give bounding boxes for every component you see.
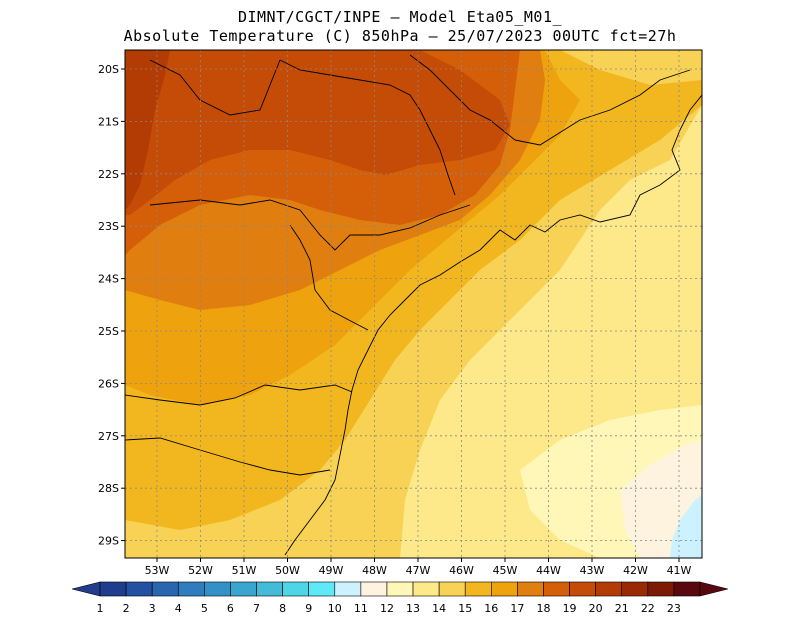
colorbar-label: 17 [510, 602, 524, 615]
colorbar-swatch [647, 581, 675, 597]
lon-tick-label: 45W [493, 564, 518, 577]
colorbar-swatch [99, 581, 127, 597]
graticule [125, 50, 702, 558]
lat-tick-label: 20S [98, 63, 119, 76]
band-20 [125, 50, 510, 215]
river-parana [279, 59, 456, 196]
colorbar-label: 11 [354, 602, 368, 615]
colorbar-swatch [621, 581, 649, 597]
colorbar-label: 22 [641, 602, 655, 615]
colorbar-swatch [151, 581, 179, 597]
colorbar-label: 6 [227, 602, 234, 615]
colorbar-label: 20 [589, 602, 603, 615]
title-line-2: Absolute Temperature (C) 850hPa — 25/07/… [123, 27, 677, 45]
colorbar-swatch [569, 581, 596, 597]
temperature-field [125, 50, 702, 558]
colorbar-label: 5 [201, 602, 208, 615]
colorbar-swatch [464, 581, 492, 597]
colorbar-swatch [125, 581, 153, 597]
band-10 [670, 495, 702, 558]
lat-tick-label: 22S [98, 168, 119, 181]
colorbar-swatch [438, 581, 466, 597]
lon-tick-label: 51W [232, 564, 257, 577]
lon-tick-label: 43W [580, 564, 605, 577]
lat-tick-label: 25S [98, 325, 119, 338]
colorbar-swatch [256, 581, 283, 597]
colorbar-swatch [673, 581, 701, 597]
colorbar-swatch [595, 581, 623, 597]
map-frame [124, 49, 703, 559]
lon-tick-label: 50W [275, 564, 300, 577]
border-pr-sc [125, 384, 353, 406]
longitude-labels: 53W 52W 51W 50W 49W 48W 47W 46W 45W 44W 43W 42W 41W [145, 558, 692, 577]
colorbar-label: 13 [406, 602, 420, 615]
colorbar: 1 2 3 4 5 6 7 8 9 10 11 12 13 14 15 16 17 18 19 20 21 22 23 [71, 581, 729, 615]
lon-tick-label: 53W [145, 564, 170, 577]
colorbar-label: 8 [279, 602, 286, 615]
border-go-mg [409, 54, 516, 141]
band-21 [125, 50, 170, 210]
lat-tick-label: 28S [98, 482, 119, 495]
lat-tick-label: 26S [98, 377, 119, 390]
colorbar-swatch [491, 581, 518, 597]
colorbar-swatch [204, 581, 231, 597]
lon-tick-label: 52W [188, 564, 213, 577]
colorbar-label: 9 [305, 602, 312, 615]
colorbar-label: 23 [667, 602, 681, 615]
colorbar-label: 19 [563, 602, 577, 615]
colorbar-label: 21 [615, 602, 629, 615]
colorbar-label: 7 [253, 602, 260, 615]
lon-tick-label: 47W [406, 564, 431, 577]
colorbar-swatch [308, 581, 336, 597]
colorbar-swatch [517, 581, 544, 597]
colorbar-swatch [386, 581, 414, 597]
colorbar-swatch [230, 581, 257, 597]
colorbar-swatch [334, 581, 362, 597]
colorbar-label: 18 [536, 602, 550, 615]
lat-tick-label: 29S [98, 535, 119, 548]
lon-tick-label: 46W [449, 564, 474, 577]
colorbar-label: 4 [175, 602, 182, 615]
colorbar-label: 2 [123, 602, 130, 615]
lon-tick-label: 48W [362, 564, 387, 577]
colorbar-swatch [177, 581, 205, 597]
colorbar-swatch [360, 581, 388, 597]
border-ms [149, 59, 281, 116]
colorbar-swatch [412, 581, 440, 597]
colorbar-arrow-right [699, 581, 729, 597]
lat-tick-label: 23S [98, 220, 119, 233]
lat-tick-label: 24S [98, 273, 119, 286]
colorbar-label: 16 [484, 602, 498, 615]
colorbar-label: 14 [432, 602, 446, 615]
border-mg-es-rj [514, 69, 691, 146]
border-sp-pr [289, 224, 369, 331]
lon-tick-label: 41W [667, 564, 692, 577]
colorbar-label: 15 [458, 602, 472, 615]
latitude-labels: 20S 21S 22S 23S 24S 25S 26S 27S 28S 29S [98, 63, 125, 548]
colorbar-swatch [543, 581, 570, 597]
colorbar-arrow-left [71, 581, 101, 597]
lat-tick-label: 21S [98, 115, 119, 128]
coastline [284, 94, 702, 556]
border-sc-rs [125, 437, 331, 476]
band-20-patch [280, 50, 420, 90]
colorbar-swatch [282, 581, 309, 597]
colorbar-label: 3 [149, 602, 156, 615]
colorbar-label: 1 [97, 602, 104, 615]
lon-tick-label: 44W [536, 564, 561, 577]
title-line-1: DIMNT/CGCT/INPE — Model Eta05_M01_ [237, 8, 563, 26]
lon-tick-label: 49W [319, 564, 344, 577]
colorbar-label: 10 [328, 602, 342, 615]
colorbar-label: 12 [380, 602, 394, 615]
lat-tick-label: 27S [98, 430, 119, 443]
lon-tick-label: 42W [623, 564, 648, 577]
